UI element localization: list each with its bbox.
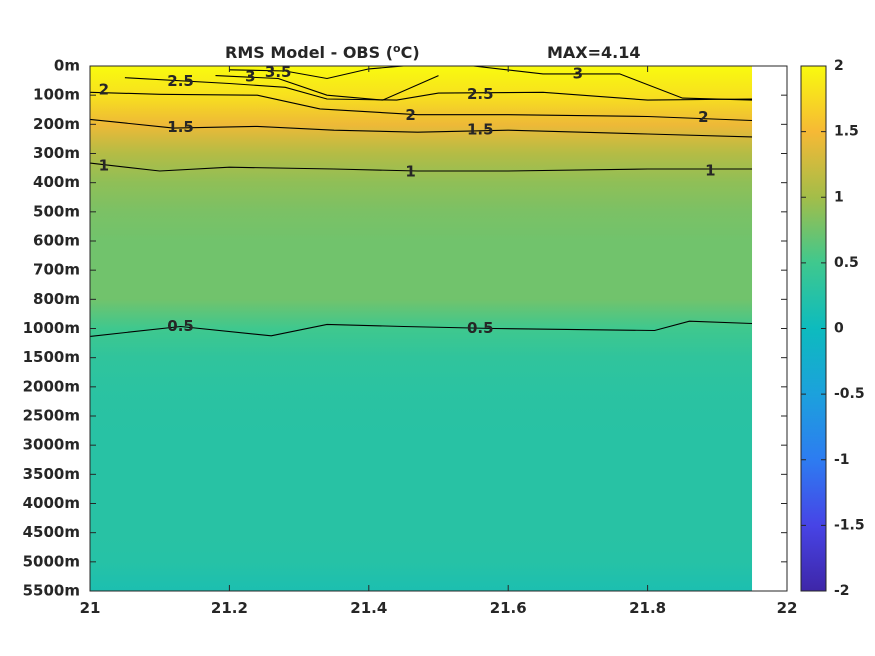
x-tick-label: 21.2 <box>211 599 248 617</box>
y-tick-label: 4000m <box>23 494 80 512</box>
contour-label: 3 <box>573 64 583 82</box>
colorbar: 2 1.5 1 0.5 0 -0.5 -1 -1.5 -2 <box>800 58 865 599</box>
colorbar-tick-label: -1 <box>834 452 850 468</box>
contour-line-2 <box>90 91 752 122</box>
contour-label: 2 <box>698 108 708 126</box>
contour-label: 1 <box>99 157 109 175</box>
y-tick-label: 100m <box>33 86 80 104</box>
colorbar-tick-label: 0 <box>834 321 844 337</box>
contour-label: 1.5 <box>167 118 194 136</box>
y-tick-label: 300m <box>33 144 80 162</box>
y-tick-label: 2000m <box>23 377 80 395</box>
y-tick-label: 1500m <box>23 348 80 366</box>
contour-label: 2 <box>99 81 109 99</box>
colorbar-tick-label: -0.5 <box>834 386 865 402</box>
contour-label: 0.5 <box>467 319 494 337</box>
contour-line-1-5 <box>90 118 752 138</box>
y-tick-label: 400m <box>33 173 80 191</box>
x-tick-label: 22 <box>777 599 798 617</box>
x-tick-label: 21.8 <box>629 599 666 617</box>
x-axis: 21 21.2 21.4 21.6 21.8 22 <box>80 66 798 617</box>
contour-label: 3 <box>245 67 255 85</box>
x-tick-label: 21 <box>80 599 101 617</box>
plot-area: 2 2.5 3 3.5 2.5 3 2 2 1.5 1.5 1 1 1 0.5 0.5 <box>89 63 788 592</box>
y-tick-label: 700m <box>33 261 80 279</box>
y-tick-label: 5000m <box>23 552 80 570</box>
contour-label: 1.5 <box>467 121 494 139</box>
contour-line-3-5 <box>229 66 404 80</box>
y-tick-label: 2500m <box>23 407 80 425</box>
contour-label: 1 <box>705 162 715 180</box>
chart-title: RMS Model - OBS (oC) MAX=4.14 <box>225 42 641 62</box>
y-tick-label: 5500m <box>23 582 80 600</box>
colorbar-tick-label: -1.5 <box>834 517 865 533</box>
contour-label: 2 <box>405 106 415 124</box>
svg-text:RMS Model - OBS (oC): RMS Model - OBS (oC) <box>225 42 420 62</box>
colorbar-tick-label: 1 <box>834 189 844 205</box>
colorbar-tick-label: 1.5 <box>834 124 859 140</box>
contour-line-0-5 <box>90 320 752 337</box>
title-unit-end: C) <box>401 43 420 62</box>
contour-labels: 2 2.5 3 3.5 2.5 3 2 2 1.5 1.5 1 1 1 0.5 0.5 <box>99 63 716 337</box>
contour-line-3 <box>473 66 752 101</box>
y-tick-label: 3000m <box>23 436 80 454</box>
contour-lines <box>90 66 752 337</box>
contour-label: 3.5 <box>265 63 292 81</box>
contour-label: 1 <box>405 162 415 180</box>
y-tick-label: 600m <box>33 232 80 250</box>
colorbar-ticks: 2 1.5 1 0.5 0 -0.5 -1 -1.5 -2 <box>801 58 865 599</box>
y-tick-label: 4500m <box>23 523 80 541</box>
title-max-label: MAX=4.14 <box>547 43 641 62</box>
y-tick-label: 800m <box>33 290 80 308</box>
colorbar-tick-label: 2 <box>834 58 844 74</box>
y-tick-label: 3500m <box>23 465 80 483</box>
y-axis: 0m 100m 200m 300m 400m 500m 600m 700m 800m 1000m 1… <box>23 57 787 600</box>
y-tick-label: 1000m <box>23 319 80 337</box>
colorbar-tick-label: 0.5 <box>834 255 859 271</box>
title-unit-superscript: o <box>393 42 401 55</box>
y-tick-label: 500m <box>33 202 80 220</box>
contour-label: 0.5 <box>167 317 194 335</box>
contour-line-3 <box>215 75 439 101</box>
title-main: RMS Model - OBS ( <box>225 43 393 62</box>
colorbar-tick-label: -2 <box>834 583 850 599</box>
contour-label: 2.5 <box>467 85 494 103</box>
contour-line-2-5 <box>124 77 752 101</box>
y-tick-label: 200m <box>33 115 80 133</box>
x-tick-label: 21.6 <box>490 599 527 617</box>
y-tick-label: 0m <box>54 57 80 75</box>
contour-line-1 <box>90 162 752 172</box>
contour-label: 2.5 <box>167 72 194 90</box>
x-tick-label: 21.4 <box>350 599 387 617</box>
